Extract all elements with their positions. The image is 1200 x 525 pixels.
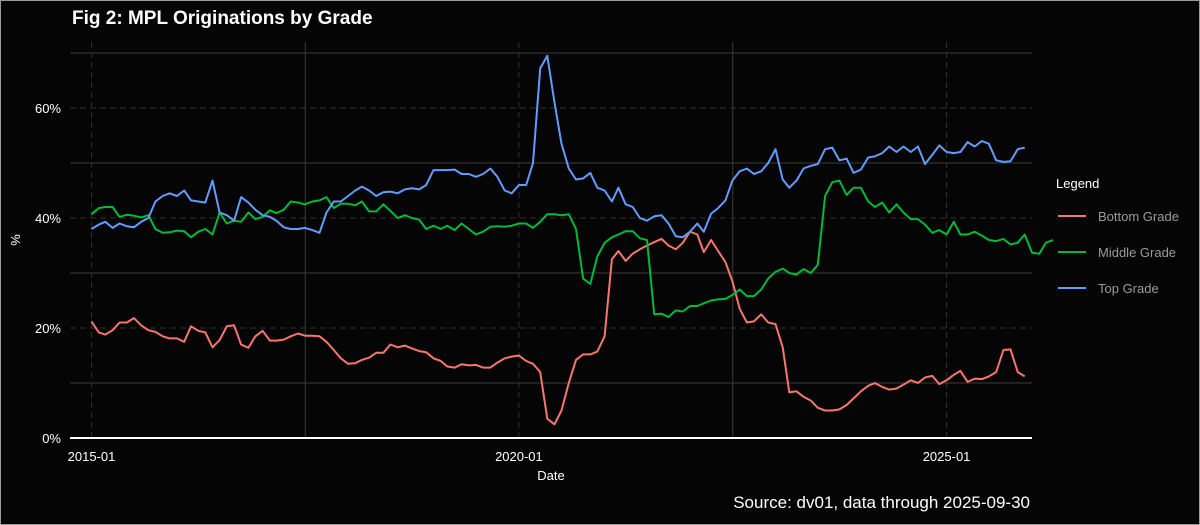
y-tick-label: 20% [35,321,61,336]
legend-title: Legend [1056,176,1099,191]
series-lines [90,54,1054,426]
legend: Legend Bottom Grade Middle Grade Top Grade [1056,176,1179,296]
series-line-middle-grade [90,179,1054,318]
y-axis-label: % [8,234,23,246]
chart-title: Fig 2: MPL Originations by Grade [72,8,373,29]
legend-label-middle-grade: Middle Grade [1098,245,1176,260]
source-caption: Source: dv01, data through 2025-09-30 [733,493,1030,512]
tick-labels: 0% 20% 40% 60% 2015-01 2020-01 2025-01 [35,101,970,464]
y-tick-label: 40% [35,211,61,226]
y-tick-label: 0% [42,431,61,446]
x-axis-label: Date [537,468,564,483]
gridlines [70,42,1032,438]
y-tick-label: 60% [35,101,61,116]
legend-label-top-grade: Top Grade [1098,281,1159,296]
series-line-bottom-grade [90,230,1026,426]
legend-label-bottom-grade: Bottom Grade [1098,209,1179,224]
x-tick-label: 2025-01 [923,449,971,464]
x-tick-label: 2020-01 [495,449,543,464]
x-tick-label: 2015-01 [68,449,116,464]
series-line-top-grade [90,54,1025,239]
